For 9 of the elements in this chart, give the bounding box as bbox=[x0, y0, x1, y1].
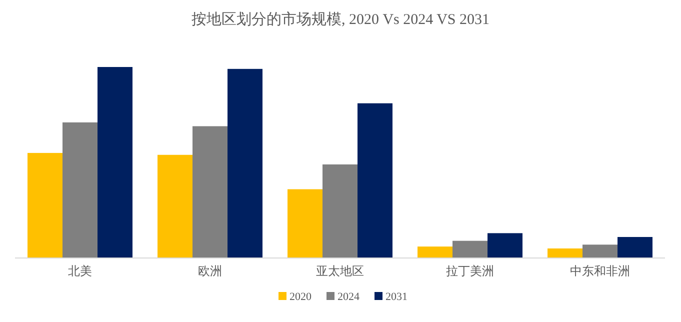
x-tick-label: 拉丁美洲 bbox=[446, 264, 494, 278]
x-tick-label: 欧洲 bbox=[198, 264, 222, 278]
x-tick-label: 亚太地区 bbox=[316, 264, 364, 278]
x-tick-label: 中东和非洲 bbox=[570, 264, 630, 278]
legend-label: 2020 bbox=[290, 291, 312, 303]
x-tick-label: 北美 bbox=[68, 264, 92, 278]
chart-title: 按地区划分的市场规模, 2020 Vs 2024 VS 2031 bbox=[191, 11, 490, 28]
legend-label: 2031 bbox=[386, 291, 408, 303]
legend-label: 2024 bbox=[338, 291, 360, 303]
